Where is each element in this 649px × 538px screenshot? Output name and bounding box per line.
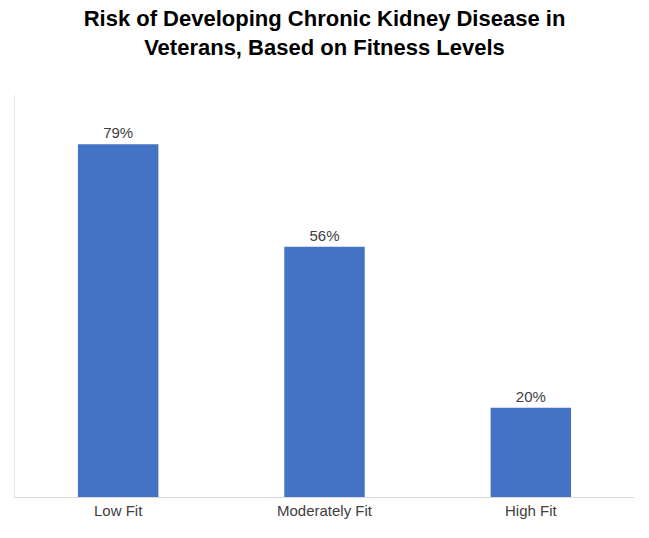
svg-text:Moderately Fit: Moderately Fit bbox=[277, 502, 373, 519]
svg-text:High Fit: High Fit bbox=[505, 502, 558, 519]
svg-text:20%: 20% bbox=[516, 388, 546, 405]
svg-text:Low Fit: Low Fit bbox=[94, 502, 143, 519]
svg-text:56%: 56% bbox=[309, 227, 339, 244]
svg-text:79%: 79% bbox=[103, 124, 133, 141]
svg-text:Risk of Developing Chronic Kid: Risk of Developing Chronic Kidney Diseas… bbox=[84, 6, 566, 60]
